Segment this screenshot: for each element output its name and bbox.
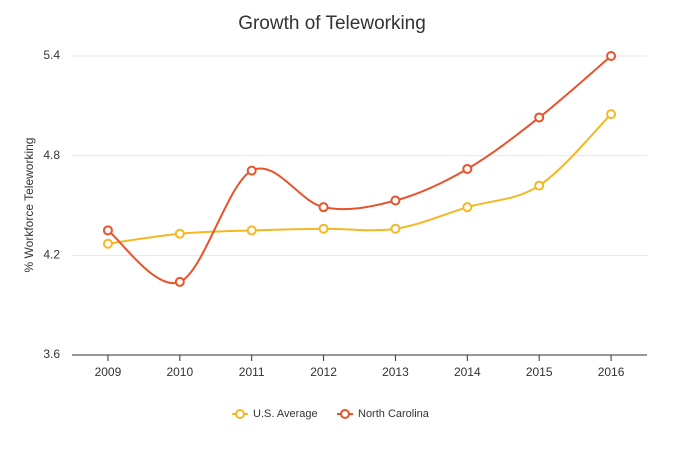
x-tick-label: 2013 bbox=[382, 365, 409, 379]
x-tick-label: 2009 bbox=[95, 365, 122, 379]
data-point bbox=[318, 202, 329, 213]
chart-title: Growth of Teleworking bbox=[238, 13, 426, 34]
data-point bbox=[102, 225, 113, 236]
data-point bbox=[606, 51, 617, 61]
data-point bbox=[102, 238, 113, 249]
legend-item[interactable]: U.S. Average bbox=[232, 408, 318, 420]
data-point bbox=[246, 165, 257, 176]
legend-label: North Carolina bbox=[358, 408, 430, 420]
x-tick-label: 2012 bbox=[310, 365, 337, 379]
y-tick-label: 4.8 bbox=[43, 148, 60, 162]
x-tick-label: 2015 bbox=[526, 365, 553, 379]
data-point bbox=[462, 163, 473, 174]
y-tick-label: 3.6 bbox=[43, 347, 60, 361]
data-point bbox=[390, 195, 401, 206]
data-point bbox=[534, 180, 545, 191]
x-tick-label: 2010 bbox=[166, 365, 193, 379]
data-point bbox=[606, 109, 617, 120]
legend-item[interactable]: North Carolina bbox=[337, 408, 430, 420]
data-point bbox=[390, 223, 401, 234]
data-point bbox=[318, 223, 329, 234]
y-tick-label: 5.4 bbox=[43, 48, 60, 62]
y-axis-label: % Workforce Teleworking bbox=[22, 138, 36, 273]
x-tick-label: 2014 bbox=[454, 365, 481, 379]
legend-label: U.S. Average bbox=[253, 408, 318, 420]
legend-marker bbox=[340, 409, 350, 419]
y-tick-label: 4.2 bbox=[43, 248, 60, 262]
series-line bbox=[107, 113, 612, 245]
data-point bbox=[534, 112, 545, 123]
series-line bbox=[107, 55, 612, 285]
data-point bbox=[174, 228, 185, 239]
legend-marker bbox=[235, 409, 245, 419]
data-point bbox=[462, 202, 473, 213]
data-point bbox=[174, 276, 185, 287]
x-tick-label: 2016 bbox=[598, 365, 625, 379]
data-point bbox=[246, 225, 257, 236]
x-tick-label: 2011 bbox=[239, 365, 265, 379]
